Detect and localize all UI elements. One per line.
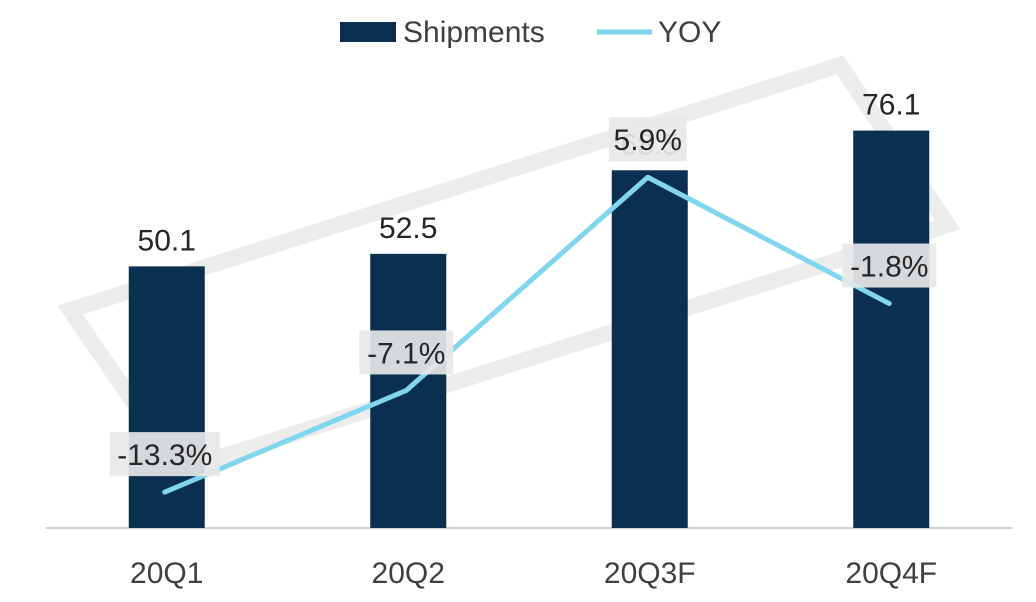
bar-label-20Q1: 50.1 (138, 224, 196, 257)
bar-data-labels: 50.152.568.576.1 (138, 89, 921, 258)
line-series-yoy (162, 174, 892, 495)
legend: Shipments YOY (340, 16, 721, 49)
bar-shipments-20Q3F (611, 170, 688, 528)
bar-label-20Q4F: 76.1 (862, 89, 920, 122)
legend-label-shipments: Shipments (403, 16, 545, 49)
x-axis-tick-labels: 20Q1 20Q2 20Q3F 20Q4F (130, 557, 937, 590)
legend-label-yoy: YOY (658, 16, 721, 49)
bar-series-shipments (128, 130, 930, 529)
yoy-label-20Q4F: -1.8% (850, 251, 928, 284)
yoy-label-20Q2: -7.1% (367, 337, 445, 370)
yoy-label-box-20Q1 (109, 432, 220, 477)
x-tick-20Q3F: 20Q3F (604, 557, 696, 590)
x-tick-20Q1: 20Q1 (130, 557, 203, 590)
line-data-labels: -13.3% -7.1% 5.9% -1.8% (109, 117, 937, 477)
bar-shipments-20Q4F (853, 130, 930, 529)
yoy-label-20Q1: -13.3% (117, 439, 212, 472)
yoy-label-box-20Q3F (608, 117, 687, 162)
x-tick-20Q2: 20Q2 (372, 557, 445, 590)
yoy-label-box-20Q2 (359, 330, 454, 375)
yoy-line-path (162, 174, 892, 495)
bar-label-20Q2: 52.5 (379, 212, 437, 245)
bar-shipments-20Q1 (128, 266, 205, 528)
legend-swatch-shipments (340, 22, 396, 42)
x-tick-20Q4F: 20Q4F (845, 557, 937, 590)
yoy-label-20Q3F: 5.9% (614, 124, 682, 157)
yoy-label-box-20Q4F (842, 243, 937, 288)
